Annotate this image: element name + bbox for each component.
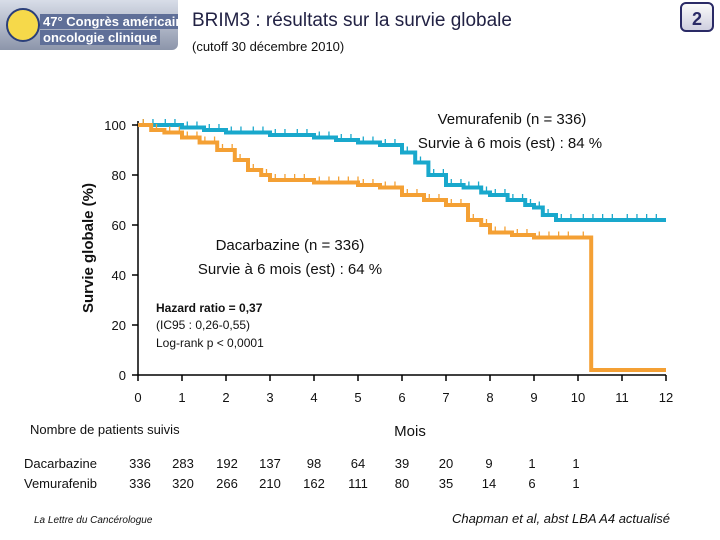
x-tick-label: 0 <box>134 390 141 405</box>
x-tick-label: 3 <box>266 390 273 405</box>
confidence-interval-label: (IC95 : 0,26-0,55) <box>156 318 250 332</box>
banner-line-1: 47° Congrès américain en <box>40 14 178 29</box>
dacarbazine-label: Dacarbazine (n = 336) <box>216 237 365 254</box>
x-tick-label: 11 <box>615 390 629 405</box>
x-tick-label: 12 <box>659 390 673 405</box>
x-axis-label: Mois <box>394 423 426 440</box>
y-axis-label: Survie globale (%) <box>80 183 97 313</box>
x-tick-label: 9 <box>530 390 537 405</box>
citation-label: Chapman et al, abst LBA A4 actualisé <box>452 511 670 526</box>
slide-title: BRIM3 : résultats sur la survie globale <box>192 10 512 31</box>
x-tick-label: 4 <box>310 390 317 405</box>
x-tick-label: 2 <box>222 390 229 405</box>
y-tick-label: 100 <box>104 118 126 133</box>
page-number-badge: 2 <box>680 2 714 32</box>
conference-banner: 47° Congrès américain en oncologie clini… <box>0 0 178 50</box>
x-tick-label: 1 <box>178 390 185 405</box>
y-tick-label: 80 <box>112 168 126 183</box>
conference-logo-icon <box>6 8 40 42</box>
y-tick-label: 0 <box>119 368 126 383</box>
logrank-label: Log-rank p < 0,0001 <box>156 336 264 350</box>
vemurafenib-label: Vemurafenib (n = 336) <box>438 111 587 128</box>
source-label: La Lettre du Cancérologue <box>34 515 153 526</box>
y-tick-label: 20 <box>112 318 126 333</box>
x-tick-label: 5 <box>354 390 361 405</box>
banner-line-2: oncologie clinique <box>40 30 161 45</box>
hazard-ratio-label: Hazard ratio = 0,37 <box>156 301 263 315</box>
y-tick-label: 60 <box>112 218 126 233</box>
x-tick-label: 10 <box>571 390 585 405</box>
x-tick-label: 8 <box>486 390 493 405</box>
slide-subtitle: (cutoff 30 décembre 2010) <box>192 39 345 54</box>
vemurafenib-survival-note: Survie à 6 mois (est) : 84 % <box>418 135 602 152</box>
dacarbazine-survival-note: Survie à 6 mois (est) : 64 % <box>198 261 382 278</box>
x-tick-label: 7 <box>442 390 449 405</box>
x-tick-label: 6 <box>398 390 405 405</box>
slide-header: 47° Congrès américain en oncologie clini… <box>0 0 720 62</box>
y-tick-label: 40 <box>112 268 126 283</box>
